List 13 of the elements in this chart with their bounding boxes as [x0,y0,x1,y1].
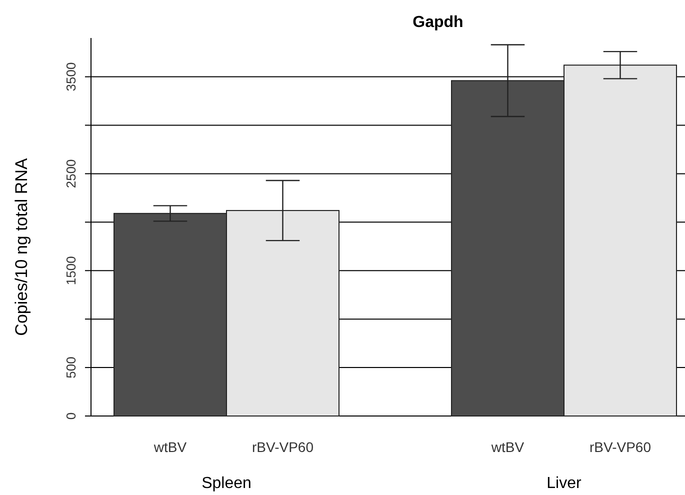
y-tick-label: 0 [64,412,79,420]
x-tick-label: rBV-VP60 [590,439,652,455]
y-tick-label: 1500 [64,256,79,286]
text: Liver [546,475,582,492]
y-axis-title: Copies/10 ng total RNA [12,158,31,336]
y-tick-label: 2500 [64,159,79,188]
chart-title: Gapdh [412,14,464,31]
x-tick-label: wtBV [490,439,525,455]
y-tick-label: 3500 [64,62,79,92]
text: Spleen [202,475,252,492]
x-tick-label: rBV-VP60 [252,439,314,455]
y-tick-label: 500 [64,356,79,378]
x-tick-label: wtBV [152,439,188,455]
